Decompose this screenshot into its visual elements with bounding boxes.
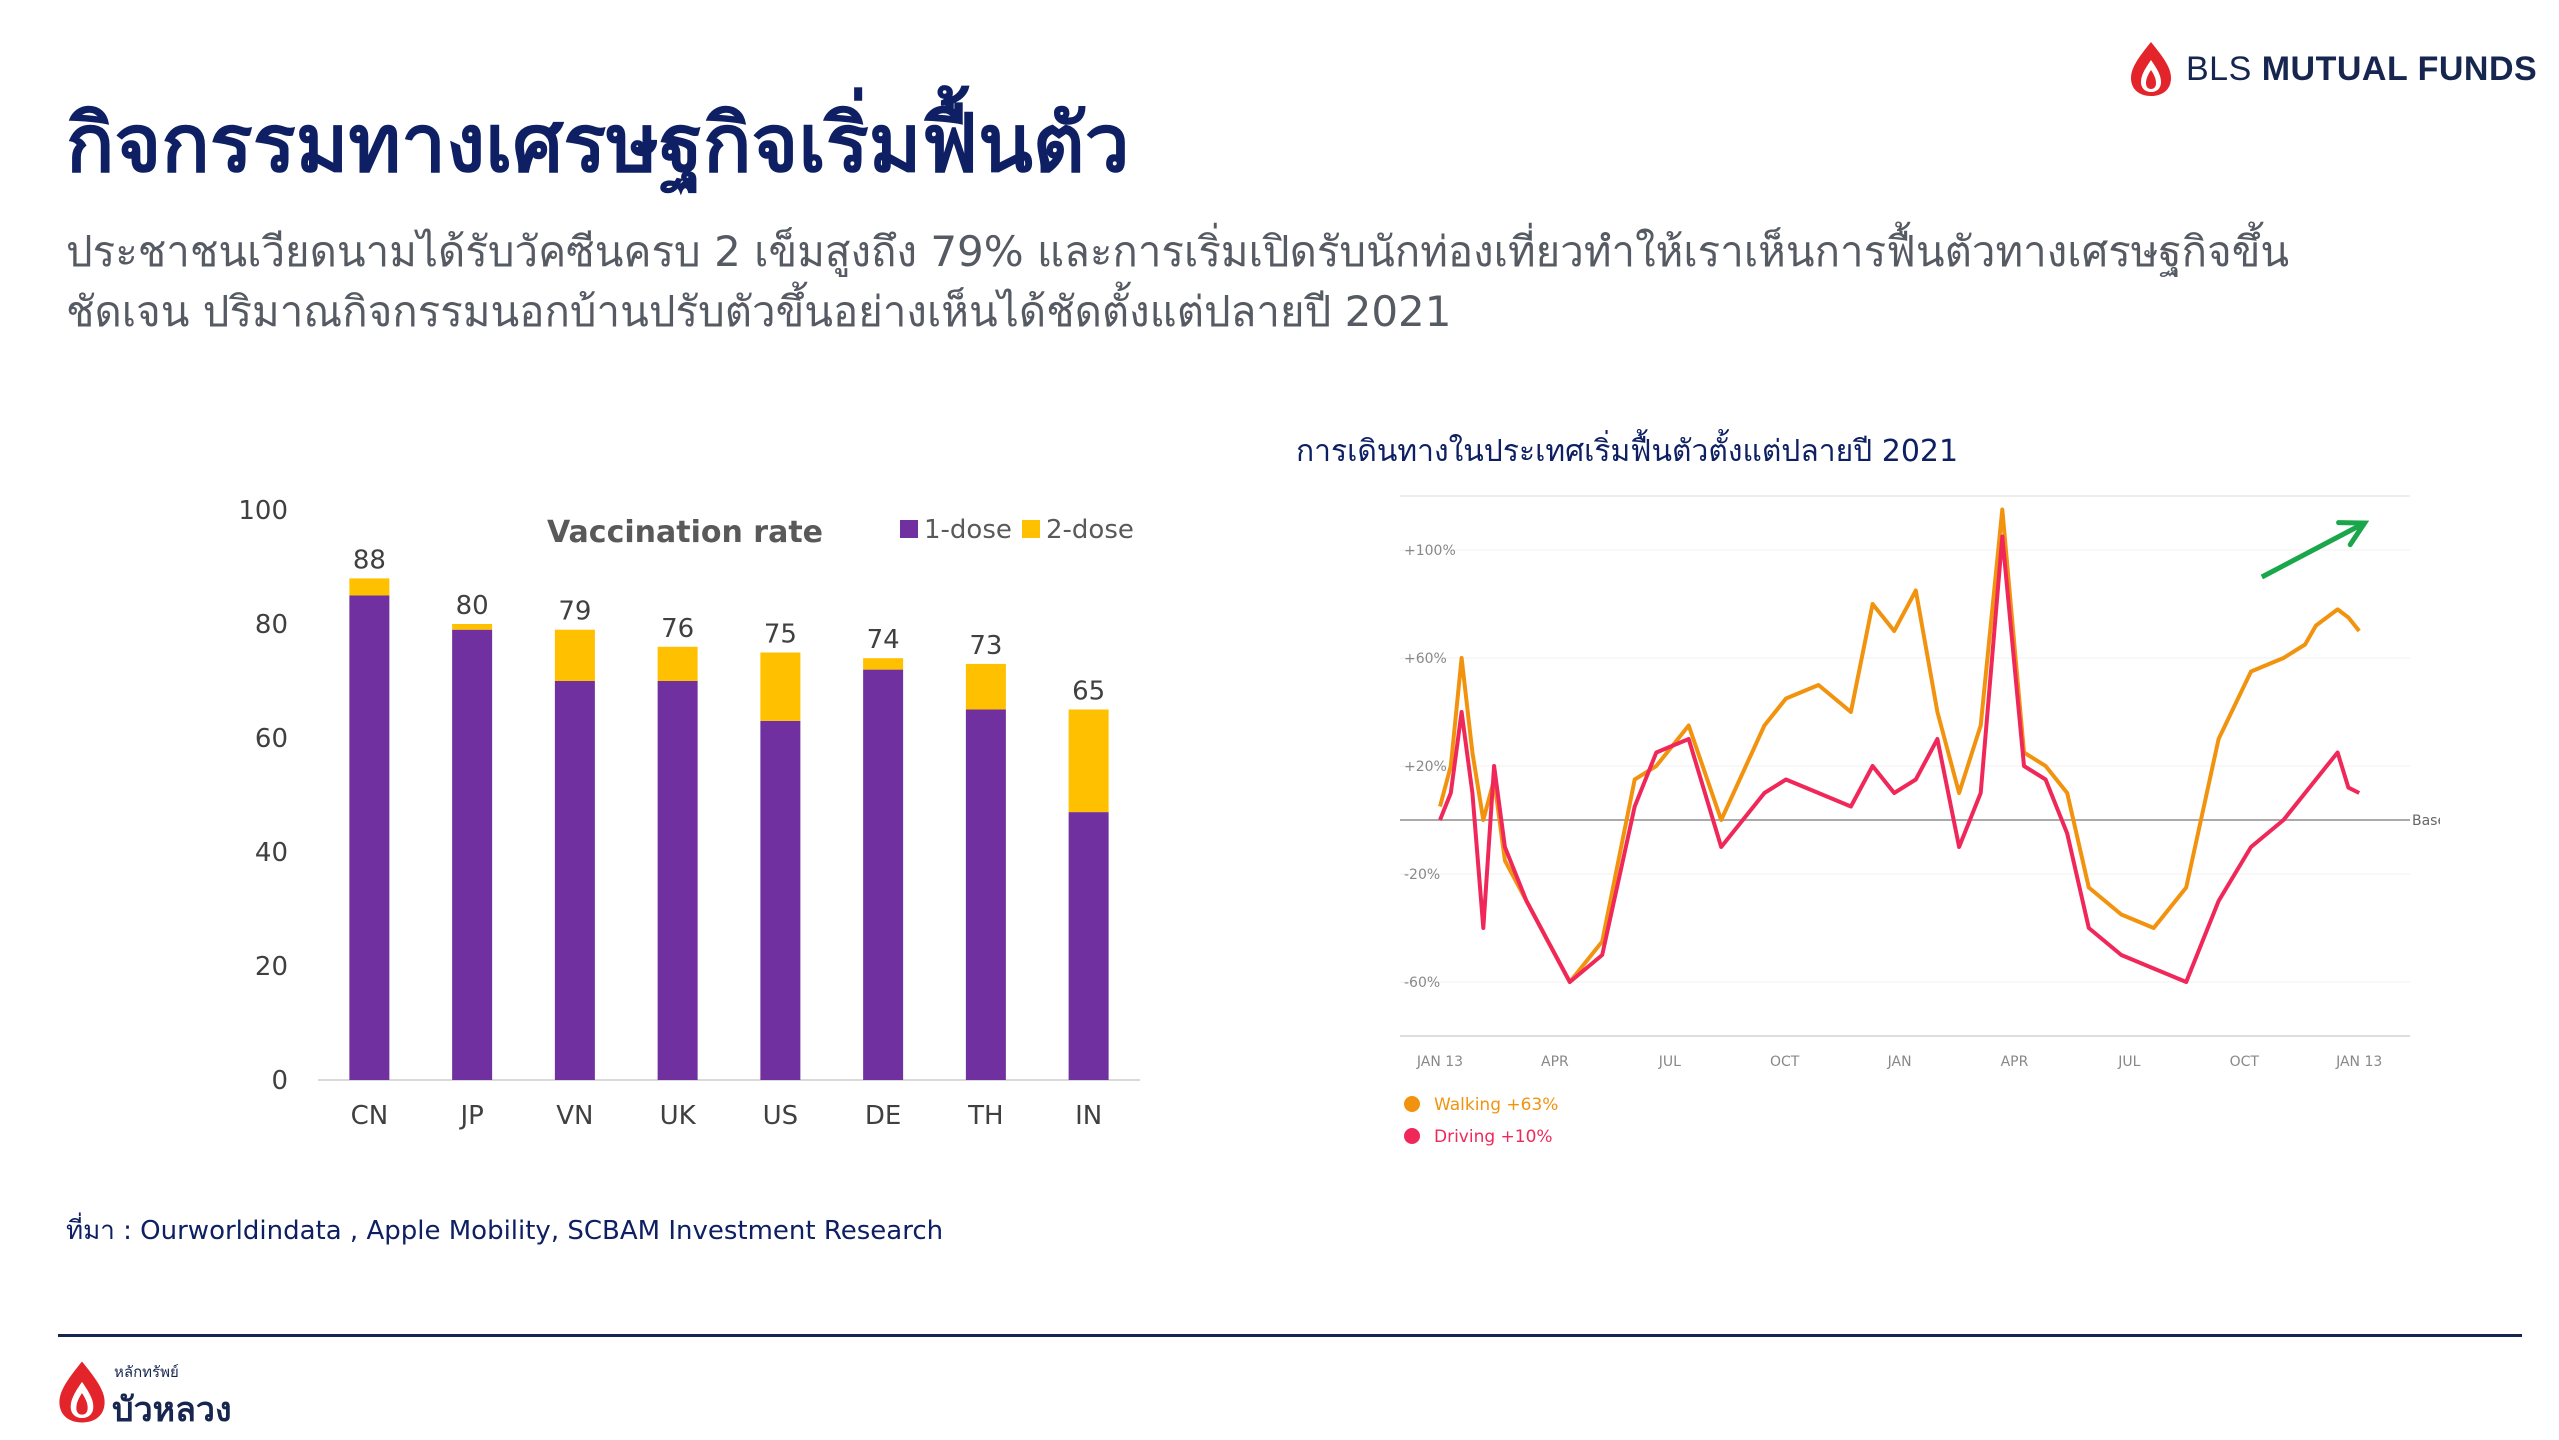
legend-dot-driving	[1404, 1128, 1420, 1144]
x-tick-label: IN	[1075, 1101, 1102, 1131]
bar-2-dose	[554, 629, 595, 681]
bar-1-dose	[554, 681, 595, 1080]
source-note: ที่มา : Ourworldindata , Apple Mobility,…	[66, 1216, 944, 1246]
page-title: กิจกรรมทางเศรษฐกิจเริ่มฟื้นตัว	[66, 97, 1130, 190]
bar-1-dose	[657, 681, 698, 1080]
y-tick-label: -60%	[1404, 975, 1440, 991]
y-tick-label: +100%	[1404, 543, 1456, 559]
x-tick-label: OCT	[1770, 1054, 1800, 1070]
legend-label-walking: Walking +63%	[1434, 1095, 1558, 1115]
brand-name-bold: MUTUAL FUNDS	[2261, 49, 2538, 88]
baseline-label: Baseline	[2412, 813, 2440, 829]
legend-swatch-2-dose	[1022, 520, 1040, 538]
legend-label-2-dose: 2-dose	[1046, 515, 1134, 545]
y-tick-label: 60	[255, 724, 288, 754]
footer-divider	[58, 1334, 2522, 1337]
x-tick-label: APR	[1541, 1054, 1569, 1070]
lotus-flame-icon	[2131, 42, 2171, 96]
bar-2-dose	[1068, 709, 1109, 813]
series-line-driving	[1438, 534, 2361, 984]
vaccination-chart-svg: 0 20 40 60 80 100 88 CN 80 JP 79 VN 76 UK 75 US 74 DE 73 TH…	[238, 496, 1140, 1131]
bar-2-dose	[657, 646, 698, 681]
mobility-chart-svg: +100% +60% +20% -20% -60% Baseline JAN 13 APR JU…	[1400, 495, 2471, 1147]
data-label: 80	[456, 591, 489, 621]
x-tick-label: VN	[556, 1101, 593, 1131]
legend-label-1-dose: 1-dose	[924, 515, 1012, 545]
x-tick-label: OCT	[2230, 1054, 2260, 1070]
legend-swatch-1-dose	[900, 520, 918, 538]
brand-name-light: BLS	[2186, 49, 2252, 88]
y-tick-label: 100	[238, 496, 288, 526]
bar-1-dose	[452, 629, 493, 1080]
data-label: 88	[353, 545, 386, 575]
footer-logo-small-text: หลักทรัพย์	[114, 1363, 179, 1381]
legend-dot-walking	[1404, 1096, 1420, 1112]
series-line-walking	[1438, 507, 2361, 984]
bar-1-dose	[1068, 812, 1109, 1080]
bar-2-dose	[349, 578, 390, 596]
footer-logo: หลักทรัพย์ บัวหลวง	[56, 1356, 286, 1430]
bar-1-dose	[965, 709, 1006, 1080]
brand-logo: BLS MUTUAL FUNDS	[2128, 34, 2538, 104]
bar-1-dose	[863, 669, 904, 1080]
bar-2-dose	[760, 652, 801, 721]
vaccination-chart: 0 20 40 60 80 100 88 CN 80 JP 79 VN 76 UK 75 US 74 DE 73 TH…	[200, 470, 1180, 1150]
x-tick-label: JUL	[2117, 1054, 2140, 1070]
x-tick-label: APR	[2001, 1054, 2029, 1070]
data-label: 65	[1072, 677, 1105, 707]
trend-arrow-shaft	[2260, 520, 2366, 580]
data-label: 75	[764, 620, 797, 650]
y-tick-label: +20%	[1404, 759, 1447, 775]
subtitle: ประชาชนเวียดนามได้รับวัคซีนครบ 2 เข็มสูง…	[66, 222, 2486, 342]
data-label: 74	[867, 625, 900, 655]
footer-lotus-icon	[59, 1361, 105, 1423]
y-tick-label: 40	[255, 838, 288, 868]
x-tick-label: US	[763, 1101, 799, 1131]
mobility-chart-title: การเดินทางในประเทศเริ่มฟื้นตัวตั้งแต่ปลา…	[1296, 434, 1959, 469]
y-tick-label: 20	[255, 952, 288, 982]
bar-2-dose	[965, 663, 1006, 710]
legend-label-driving: Driving +10%	[1434, 1127, 1553, 1147]
y-tick-label: 0	[271, 1066, 288, 1096]
x-tick-label: UK	[660, 1101, 697, 1131]
x-tick-label: JAN 13	[2335, 1054, 2382, 1070]
x-tick-label: JAN	[1887, 1054, 1912, 1070]
x-tick-label: DE	[865, 1101, 901, 1131]
subtitle-line-1: ประชาชนเวียดนามได้รับวัคซีนครบ 2 เข็มสูง…	[66, 227, 2290, 276]
y-tick-label: -20%	[1404, 867, 1440, 883]
subtitle-line-2: ชัดเจน ปริมาณกิจกรรมนอกบ้านปรับตัวขึ้นอย…	[66, 287, 1452, 336]
bar-2-dose	[863, 658, 904, 670]
bar-1-dose	[349, 595, 390, 1080]
x-tick-label: JP	[458, 1101, 483, 1131]
data-label: 79	[558, 597, 591, 627]
bar-2-dose	[452, 624, 493, 630]
brand-name: BLS MUTUAL FUNDS	[2186, 50, 2537, 89]
x-tick-label: TH	[967, 1101, 1003, 1131]
data-label: 76	[661, 614, 694, 644]
x-tick-label: CN	[351, 1101, 389, 1131]
chart-title: Vaccination rate	[547, 515, 823, 550]
y-tick-label: +60%	[1404, 651, 1447, 667]
mobility-chart: +100% +60% +20% -20% -60% Baseline JAN 13 APR JU…	[1380, 476, 2471, 1176]
x-tick-label: JAN 13	[1416, 1054, 1463, 1070]
x-tick-label: JUL	[1658, 1054, 1681, 1070]
footer-logo-big-text: บัวหลวง	[112, 1390, 232, 1430]
data-label: 73	[969, 631, 1002, 661]
y-tick-label: 80	[255, 610, 288, 640]
trend-arrow-head	[2336, 520, 2370, 548]
bar-1-dose	[760, 720, 801, 1080]
